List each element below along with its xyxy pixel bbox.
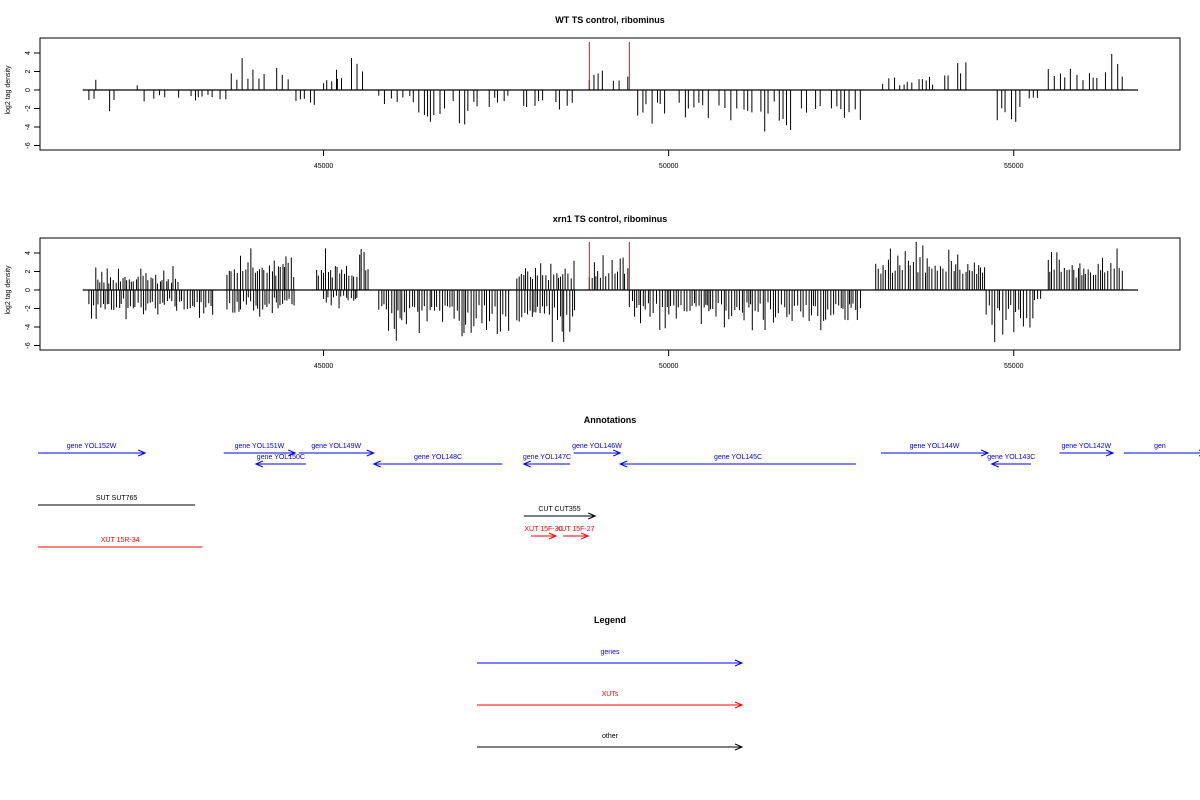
wt-highlight-lines bbox=[588, 42, 630, 90]
feature-label: gene YOL142W bbox=[1061, 443, 1111, 450]
x-tick-label: 50000 bbox=[659, 163, 679, 170]
feature-label: gene YOL143C bbox=[987, 454, 1035, 461]
y-tick-label: 2 bbox=[25, 69, 32, 73]
feature-label: gen bbox=[1154, 443, 1166, 450]
annotation-feature: gene YOL147C bbox=[522, 454, 571, 468]
annotation-feature: CUT CUT355 bbox=[523, 506, 597, 520]
legend-entry: genes bbox=[477, 649, 744, 667]
feature-arrowhead bbox=[1105, 449, 1115, 457]
feature-arrowhead bbox=[548, 532, 558, 540]
annotation-feature: gen bbox=[1123, 443, 1200, 457]
x-tick-label: 55000 bbox=[1004, 163, 1024, 170]
y-tick-label: -6 bbox=[25, 142, 32, 148]
xrn1-panel-title: xrn1 TS control, ribominus bbox=[553, 214, 668, 224]
annotation-feature: SUT SUT765 bbox=[38, 495, 196, 506]
y-tick-label: -2 bbox=[25, 105, 32, 111]
xrn1-density-bars bbox=[88, 241, 1123, 342]
legend-label: XUTs bbox=[602, 691, 619, 698]
feature-arrowhead bbox=[254, 460, 264, 468]
annotation-feature: XUT 15R-34 bbox=[38, 537, 203, 548]
y-tick-label: 0 bbox=[25, 88, 32, 92]
wt-plot-frame bbox=[39, 37, 1181, 151]
legend-arrowhead bbox=[734, 743, 744, 751]
x-tick-label: 50000 bbox=[659, 363, 679, 370]
feature-arrowhead bbox=[618, 460, 628, 468]
annotation-feature: gene YOL142W bbox=[1059, 443, 1115, 457]
feature-arrowhead bbox=[372, 460, 381, 468]
legend-arrowhead bbox=[734, 659, 744, 667]
feature-label: gene YOL149W bbox=[311, 443, 361, 450]
feature-label: gene YOL150C bbox=[257, 454, 305, 461]
feature-label: XUT 15F-27 bbox=[557, 526, 595, 533]
annotation-features: gene YOL152W gene YOL151W gene YOL150C gene… bbox=[38, 443, 1200, 548]
y-tick-label: -4 bbox=[25, 124, 32, 130]
xrn1-track-panel: xrn1 TS control, ribominus log2 tag dens… bbox=[5, 214, 1181, 370]
annotation-feature: gene YOL150C bbox=[254, 454, 306, 468]
annotations-title: Annotations bbox=[584, 415, 637, 425]
wt-axis-ticks: -6 -4 -2 0 2 4 45000 50000 55000 bbox=[25, 51, 1024, 170]
annotation-feature: gene YOL148C bbox=[372, 454, 503, 468]
legend-arrowhead bbox=[734, 701, 744, 709]
y-tick-label: 2 bbox=[25, 269, 32, 273]
feature-label: XUT 15F-30 bbox=[524, 526, 562, 533]
xrn1-axis-ticks: -6 -4 -2 0 2 4 45000 50000 55000 bbox=[25, 251, 1024, 370]
y-tick-label: 0 bbox=[25, 288, 32, 292]
feature-arrowhead bbox=[990, 460, 999, 468]
y-tick-label: 4 bbox=[25, 51, 32, 55]
legend-title: Legend bbox=[594, 615, 626, 625]
x-tick-label: 45000 bbox=[314, 363, 334, 370]
feature-label: gene YOL152W bbox=[67, 443, 117, 450]
feature-label: gene YOL144W bbox=[910, 443, 960, 450]
legend-entry: other bbox=[477, 733, 744, 751]
annotation-feature: gene YOL152W bbox=[38, 443, 147, 457]
x-tick-label: 55000 bbox=[1004, 363, 1024, 370]
feature-label: gene YOL146W bbox=[572, 443, 622, 450]
xrn1-plot-frame bbox=[39, 237, 1181, 351]
y-tick-label: -6 bbox=[25, 342, 32, 348]
feature-label: CUT CUT355 bbox=[538, 506, 580, 513]
feature-label: SUT SUT765 bbox=[96, 495, 138, 502]
feature-arrowhead bbox=[522, 460, 531, 468]
feature-arrowhead bbox=[587, 512, 597, 520]
feature-arrowhead bbox=[613, 449, 622, 457]
y-tick-label: 4 bbox=[25, 251, 32, 255]
feature-arrowhead bbox=[580, 532, 590, 540]
annotation-feature: XUT 15F-27 bbox=[557, 526, 595, 540]
xrn1-y-axis-label: log2 tag density bbox=[5, 265, 12, 315]
wt-panel-title: WT TS control, ribominus bbox=[555, 15, 665, 25]
feature-arrowhead bbox=[980, 449, 990, 457]
annotation-feature: gene YOL146W bbox=[572, 443, 622, 457]
feature-label: gene YOL145C bbox=[714, 454, 762, 461]
legend-entries: genes XUTs other bbox=[477, 649, 744, 751]
feature-label: gene YOL148C bbox=[414, 454, 462, 461]
annotation-feature: gene YOL144W bbox=[880, 443, 990, 457]
legend-label: genes bbox=[600, 649, 620, 656]
feature-label: gene YOL151W bbox=[235, 443, 285, 450]
annotation-feature: gene YOL149W bbox=[298, 443, 376, 457]
feature-arrowhead bbox=[137, 449, 147, 457]
legend-entry: XUTs bbox=[477, 691, 744, 709]
annotations-track: Annotations gene YOL152W gene YOL151Wgene… bbox=[38, 415, 1200, 548]
annotation-feature: gene YOL143C bbox=[987, 454, 1035, 468]
feature-label: gene YOL147C bbox=[523, 454, 571, 461]
feature-label: XUT 15R-34 bbox=[101, 537, 140, 544]
wt-density-bars bbox=[88, 53, 1123, 132]
legend-label: other bbox=[602, 733, 619, 740]
annotation-feature: gene YOL145C bbox=[618, 454, 856, 468]
xrn1-highlight-lines bbox=[588, 242, 630, 290]
y-tick-label: -2 bbox=[25, 305, 32, 311]
wt-y-axis-label: log2 tag density bbox=[5, 65, 12, 115]
feature-arrowhead bbox=[366, 449, 376, 457]
x-tick-label: 45000 bbox=[314, 163, 334, 170]
annotation-feature: XUT 15F-30 bbox=[524, 526, 563, 540]
wt-track-panel: WT TS control, ribominus log2 tag densit… bbox=[5, 15, 1181, 170]
y-tick-label: -4 bbox=[25, 324, 32, 330]
legend: Legend genes XUTs other bbox=[477, 615, 744, 751]
feature-arrowhead bbox=[287, 449, 297, 457]
annotation-feature: gene YOL151W bbox=[223, 443, 297, 457]
